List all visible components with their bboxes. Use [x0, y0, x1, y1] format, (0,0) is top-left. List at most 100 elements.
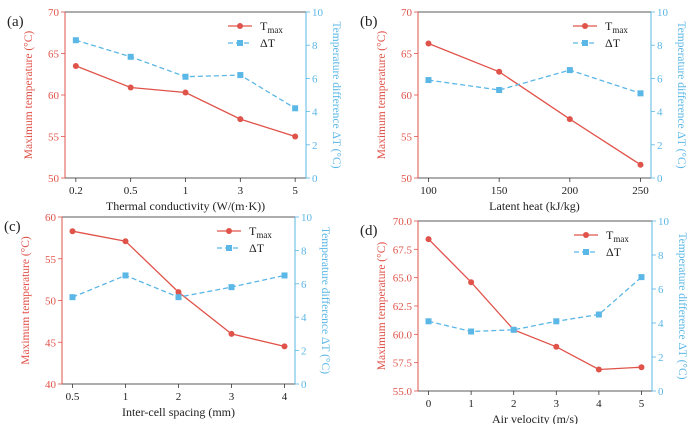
right-y-tick-label: 6	[658, 284, 664, 296]
x-tick-label: 1	[183, 185, 189, 197]
tmax-point	[496, 68, 503, 75]
right-y-tick-label: 8	[657, 40, 663, 52]
right-y-axis-label: Temperature difference ΔT (°C)	[330, 21, 342, 168]
delta-t-point	[468, 328, 475, 335]
delta-t-point	[72, 37, 79, 44]
left-y-tick-label: 70.0	[393, 216, 413, 228]
left-y-tick-label: 60	[401, 90, 413, 102]
legend-tmax-label: Tmax	[260, 19, 283, 35]
right-y-tick-label: 4	[658, 318, 664, 330]
left-y-tick-label: 55	[48, 132, 60, 144]
legend-tmax-label: Tmax	[606, 228, 629, 244]
right-y-tick-label: 8	[301, 245, 307, 257]
left-y-axis-label: Maximum temperature (°C)	[23, 31, 35, 160]
legend-tmax-marker	[582, 23, 588, 29]
right-y-tick-label: 2	[658, 352, 664, 364]
tmax-point	[127, 84, 134, 91]
right-y-tick-label: 0	[312, 173, 318, 185]
delta-t-point	[175, 294, 182, 301]
right-y-tick-label: 4	[312, 107, 318, 119]
panel-label: (d)	[360, 223, 378, 239]
x-tick-label: 4	[282, 391, 288, 403]
tmax-point	[425, 40, 432, 47]
delta-t-point	[510, 326, 517, 333]
left-y-tick-label: 70	[401, 7, 413, 19]
delta-t-point	[127, 53, 134, 60]
right-y-tick-label: 2	[301, 346, 307, 358]
delta-t-point	[237, 72, 244, 79]
left-y-tick-label: 70	[48, 7, 60, 19]
left-y-tick-label: 60	[45, 212, 57, 224]
tmax-point	[638, 364, 645, 371]
left-y-tick-label: 50	[45, 296, 57, 308]
x-tick-label: 5	[639, 398, 645, 410]
left-y-tick-label: 57.5	[393, 358, 413, 370]
tmax-point	[292, 133, 299, 140]
left-y-tick-label: 50	[401, 173, 413, 185]
x-tick-label: 3	[238, 185, 244, 197]
x-tick-label: 4	[596, 398, 602, 410]
x-tick-label: 150	[491, 185, 508, 197]
x-tick-label: 5	[292, 185, 298, 197]
left-y-tick-label: 65	[401, 49, 413, 61]
delta-t-point	[281, 272, 288, 279]
legend-delta-t-label: ΔT	[606, 245, 622, 259]
x-axis-label: Inter-cell spacing (mm)	[122, 405, 235, 419]
tmax-point	[468, 279, 475, 286]
left-y-tick-label: 55.0	[393, 386, 413, 398]
panel-label: (b)	[360, 14, 378, 30]
delta-t-point	[637, 90, 644, 97]
right-y-tick-label: 10	[657, 7, 669, 19]
legend-delta-t-label: ΔT	[260, 36, 276, 50]
tmax-point	[425, 236, 432, 243]
legend-delta-t-marker	[582, 40, 588, 46]
x-tick-label: 0.5	[124, 185, 138, 197]
tmax-point	[553, 343, 560, 350]
left-y-tick-label: 55	[401, 132, 413, 144]
x-tick-label: 0.2	[69, 185, 83, 197]
chart-panel-4: (d) 0 1 2 3 4 5 Air velocity (m/s) 55.0 57.5 60.0 6…	[360, 216, 688, 424]
tmax-point	[69, 228, 76, 235]
tmax-point	[595, 366, 602, 373]
tmax-point	[122, 238, 129, 245]
delta-t-point	[425, 318, 432, 325]
right-y-axis-label: Temperature difference ΔT (°C)	[319, 227, 331, 374]
legend-delta-t-marker	[226, 245, 232, 251]
right-y-tick-label: 0	[658, 386, 664, 398]
tmax-series-line	[428, 42, 641, 166]
legend-tmax-marker	[226, 228, 232, 234]
panel-label: (c)	[4, 219, 21, 235]
x-tick-label: 3	[554, 398, 560, 410]
x-tick-label: 3	[229, 391, 235, 403]
right-y-tick-label: 10	[312, 7, 324, 19]
right-y-tick-label: 10	[301, 212, 313, 224]
tmax-point	[228, 330, 235, 337]
x-tick-label: 2	[176, 391, 182, 403]
legend-delta-t-label: ΔT	[605, 36, 621, 50]
legend-tmax-label: Tmax	[249, 224, 272, 240]
legend-tmax-marker	[237, 23, 243, 29]
x-tick-label: 0.5	[66, 391, 80, 403]
delta-t-series-line	[428, 276, 642, 333]
right-y-tick-label: 8	[312, 40, 318, 52]
legend-tmax-label: Tmax	[605, 19, 628, 35]
left-y-axis-label: Maximum temperature (°C)	[376, 242, 388, 371]
right-y-tick-label: 2	[312, 140, 318, 152]
tmax-point	[566, 116, 573, 123]
legend-delta-t-marker	[237, 40, 243, 46]
delta-t-point	[69, 294, 76, 301]
x-axis-label: Air velocity (m/s)	[492, 412, 578, 424]
right-y-tick-label: 2	[657, 140, 663, 152]
tmax-point	[237, 116, 244, 123]
right-y-axis-label: Temperature difference ΔT (°C)	[676, 232, 688, 379]
left-y-axis-label: Maximum temperature (°C)	[20, 236, 32, 365]
legend-tmax-marker	[583, 232, 589, 238]
delta-t-point	[122, 272, 129, 279]
tmax-point	[72, 62, 79, 69]
left-y-axis-label: Maximum temperature (°C)	[376, 31, 388, 160]
